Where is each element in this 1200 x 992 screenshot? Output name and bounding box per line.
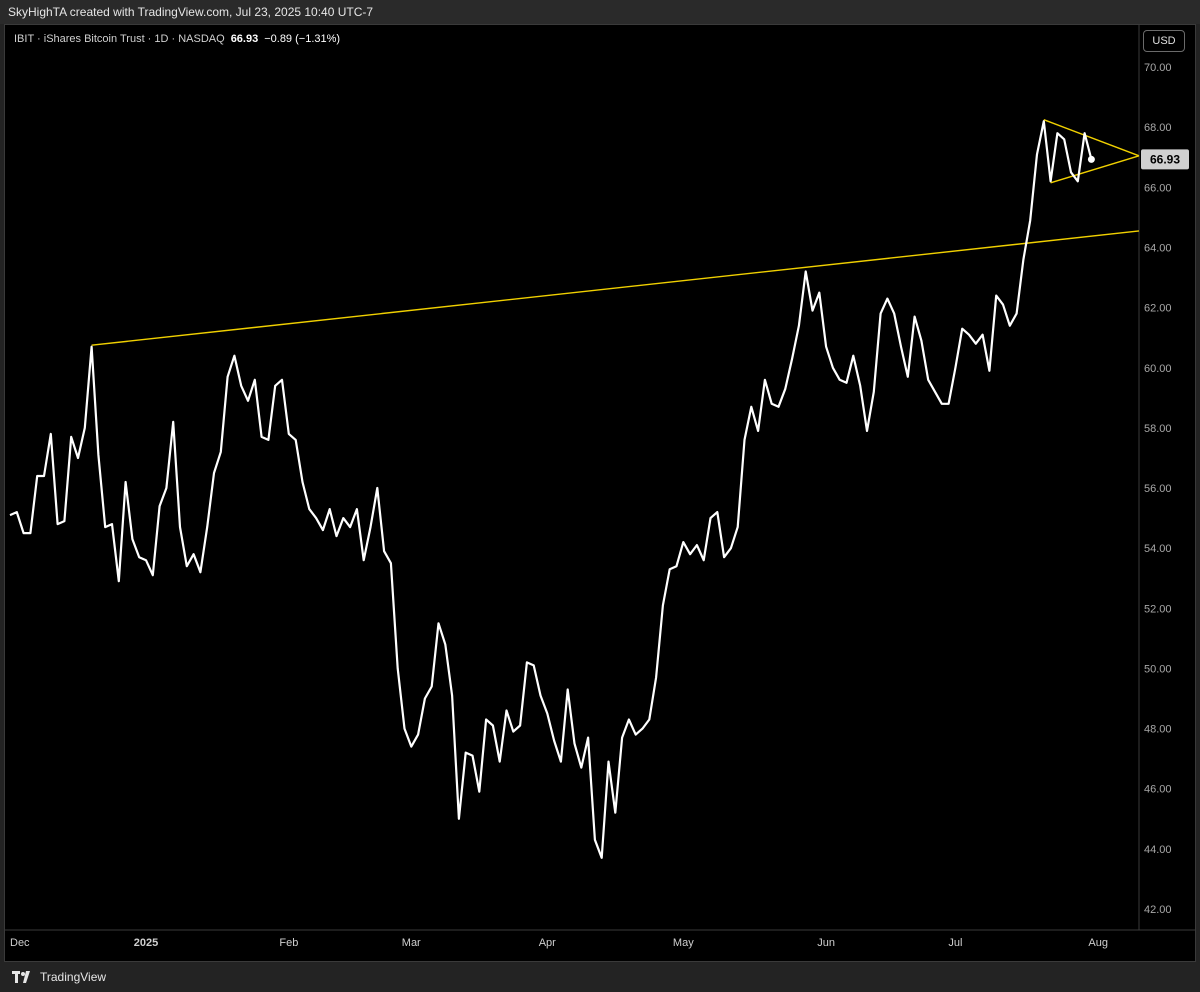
y-tick-label: 44.00 <box>1144 844 1172 856</box>
x-tick-label: May <box>673 937 694 949</box>
price-change: −0.89 (−1.31%) <box>264 33 341 45</box>
symbol-info: IBIT · iShares Bitcoin Trust · 1D · NASD… <box>14 33 225 45</box>
y-tick-label: 62.00 <box>1144 303 1172 315</box>
currency-button[interactable]: USD <box>1143 30 1185 52</box>
attribution-text: SkyHighTA created with TradingView.com, … <box>8 5 374 19</box>
x-axis[interactable]: Dec 2025 Feb Mar Apr May Jun Jul Aug <box>10 937 1108 949</box>
x-tick-label: Apr <box>539 937 556 949</box>
chart-frame[interactable] <box>4 24 1196 962</box>
tradingview-logo-icon <box>12 971 34 983</box>
y-tick-label: 66.00 <box>1144 182 1172 194</box>
last-price: 66.93 <box>230 33 259 45</box>
x-tick-label: Jun <box>817 937 835 949</box>
y-tick-label: 68.00 <box>1144 122 1172 134</box>
x-tick-label: Dec <box>10 937 30 949</box>
y-tick-label: 42.00 <box>1144 904 1172 916</box>
x-tick-label: Jul <box>948 937 962 949</box>
y-tick-label: 64.00 <box>1144 242 1172 254</box>
footer-bar: TradingView <box>0 962 1200 992</box>
x-tick-label: Aug <box>1088 937 1108 949</box>
y-tick-label: 56.00 <box>1144 483 1172 495</box>
y-tick-label: 58.00 <box>1144 423 1172 435</box>
x-tick-label: Feb <box>279 937 298 949</box>
last-price-badge <box>1141 149 1189 170</box>
y-tick-label: 54.00 <box>1144 543 1172 555</box>
y-tick-label: 46.00 <box>1144 784 1172 796</box>
symbol-legend[interactable]: IBIT · iShares Bitcoin Trust · 1D · NASD… <box>14 33 340 45</box>
y-tick-label: 60.00 <box>1144 363 1172 375</box>
last-point-dot <box>1087 155 1095 163</box>
trendline[interactable] <box>91 230 1140 346</box>
price-series <box>9 120 1095 859</box>
footer-brand: TradingView <box>40 970 107 984</box>
price-line <box>9 120 1093 859</box>
x-tick-label: 2025 <box>134 937 158 949</box>
y-tick-label: 52.00 <box>1144 603 1172 615</box>
y-tick-label: 70.00 <box>1144 62 1172 74</box>
y-axis[interactable]: 70.00 68.00 66.00 64.00 62.00 60.00 58.00 56.00… <box>1144 62 1172 916</box>
trendline[interactable] <box>1043 119 1140 157</box>
last-price-badge-text: 66.93 <box>1150 152 1180 166</box>
x-tick-label: Mar <box>402 937 421 949</box>
y-tick-label: 50.00 <box>1144 663 1172 675</box>
y-tick-label: 48.00 <box>1144 724 1172 736</box>
last-price-marker: 66.93 <box>1141 149 1189 170</box>
trendline[interactable] <box>1050 155 1140 184</box>
attribution-bar: SkyHighTA created with TradingView.com, … <box>0 0 1200 24</box>
trendlines <box>91 119 1140 346</box>
